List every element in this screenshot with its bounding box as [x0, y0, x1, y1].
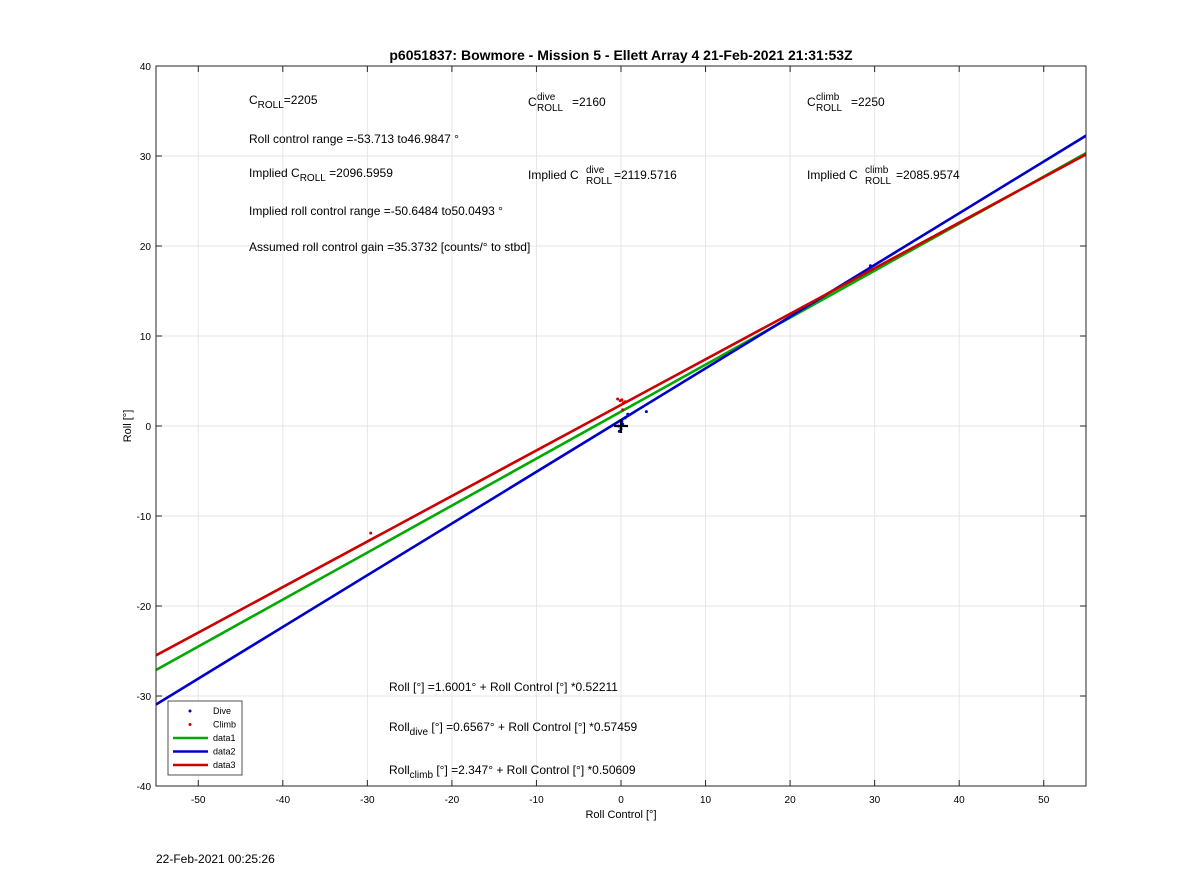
- annotation-implied-range: Implied roll control range =-50.6484 to5…: [249, 204, 503, 218]
- annotation-fit-all: Roll [°] =1.6001° + Roll Control [°] *0.…: [389, 680, 618, 694]
- x-tick-label: -20: [445, 795, 460, 806]
- x-tick-label: 40: [954, 795, 966, 806]
- origin-marker: [614, 419, 628, 433]
- legend-marker-dive: [188, 709, 192, 713]
- legend-label: Dive: [213, 706, 231, 716]
- annotation-gain: Assumed roll control gain =35.3732 [coun…: [249, 240, 530, 254]
- svg-text:climb: climb: [816, 92, 840, 103]
- x-tick-label: 20: [785, 795, 797, 806]
- svg-text:C: C: [528, 95, 537, 109]
- annotation-c-roll-climb: C climb ROLL =2250: [807, 92, 885, 114]
- x-tick-label: -30: [360, 795, 375, 806]
- legend-label: data1: [213, 733, 236, 743]
- x-tick-label: -10: [529, 795, 544, 806]
- roll-control-chart: p6051837: Bowmore - Mission 5 - Ellett A…: [122, 47, 1087, 821]
- point-climb: [623, 400, 627, 404]
- svg-text:dive: dive: [586, 165, 605, 176]
- point-dive: [626, 412, 630, 416]
- svg-text:=2085.9574: =2085.9574: [896, 168, 960, 182]
- series-line-data3: [156, 153, 1086, 657]
- svg-text:ROLL: ROLL: [816, 103, 843, 114]
- legend-marker-climb: [188, 723, 192, 726]
- x-tick-label: -50: [191, 795, 206, 806]
- annotation-implied-c-roll-climb: Implied C climb ROLL =2085.9574: [807, 165, 960, 187]
- point-dive: [868, 264, 872, 268]
- plot-frame: [155, 65, 1087, 787]
- svg-text:ROLL: ROLL: [537, 103, 564, 114]
- chart-title: p6051837: Bowmore - Mission 5 - Ellett A…: [389, 47, 853, 63]
- point-climb: [620, 398, 624, 402]
- x-tick-label: 10: [700, 795, 712, 806]
- x-axis-label: Roll Control [°]: [585, 809, 656, 821]
- y-tick-label: 20: [140, 242, 152, 253]
- y-tick-label: -30: [137, 692, 152, 703]
- x-tick-label: 30: [869, 795, 881, 806]
- legend-label: data2: [213, 747, 236, 757]
- annotation-implied-c-roll-dive: Implied C dive ROLL =2119.5716: [528, 165, 677, 187]
- y-tick-label: -10: [137, 512, 152, 523]
- svg-text:C: C: [807, 95, 816, 109]
- y-tick-label: 40: [140, 62, 152, 73]
- y-ticks: -40 -30 -20 -10 0 10 20 30 40: [137, 62, 1086, 793]
- annotation-fit-dive: Rolldive [°] =0.6567° + Roll Control [°]…: [389, 720, 638, 738]
- legend-label: Climb: [213, 720, 236, 730]
- svg-text:dive: dive: [537, 92, 556, 103]
- point-climb: [369, 531, 373, 535]
- legend-label: data3: [213, 760, 236, 770]
- svg-text:=2250: =2250: [851, 95, 885, 109]
- svg-text:climb: climb: [865, 165, 889, 176]
- x-tick-label: 0: [618, 795, 624, 806]
- svg-text:Implied C: Implied C: [528, 168, 579, 182]
- x-tick-label: 50: [1038, 795, 1050, 806]
- y-tick-label: 0: [145, 422, 151, 433]
- annotation-fit-climb: Rollclimb [°] =2.347° + Roll Control [°]…: [389, 763, 636, 781]
- x-tick-label: -40: [276, 795, 291, 806]
- y-tick-label: -20: [137, 602, 152, 613]
- legend: Dive Climb data1 data2 data3: [167, 700, 243, 776]
- svg-text:=2160: =2160: [572, 95, 606, 109]
- y-axis-label: Roll [°]: [122, 410, 134, 443]
- svg-text:ROLL: ROLL: [586, 176, 613, 187]
- annotation-implied-c-roll: Implied CROLL =2096.5959: [249, 166, 393, 184]
- annotation-c-roll-dive: C dive ROLL =2160: [528, 92, 606, 114]
- y-tick-label: 10: [140, 332, 152, 343]
- annotation-c-roll: CROLL=2205: [249, 93, 318, 111]
- svg-text:ROLL: ROLL: [865, 176, 892, 187]
- x-ticks: -50 -40 -30 -20 -10 0 10 20 30 40 50: [191, 66, 1050, 806]
- y-tick-label: 30: [140, 152, 152, 163]
- point-climb: [616, 397, 620, 401]
- svg-text:Implied C: Implied C: [807, 168, 858, 182]
- y-tick-label: -40: [137, 782, 152, 793]
- point-dive: [644, 410, 648, 414]
- annotation-roll-control-range: Roll control range =-53.713 to46.9847 °: [249, 132, 459, 146]
- point-dive: [623, 416, 627, 420]
- footer-timestamp: 22-Feb-2021 00:25:26: [156, 852, 275, 866]
- point-climb: [621, 408, 625, 412]
- svg-text:=2119.5716: =2119.5716: [614, 168, 677, 182]
